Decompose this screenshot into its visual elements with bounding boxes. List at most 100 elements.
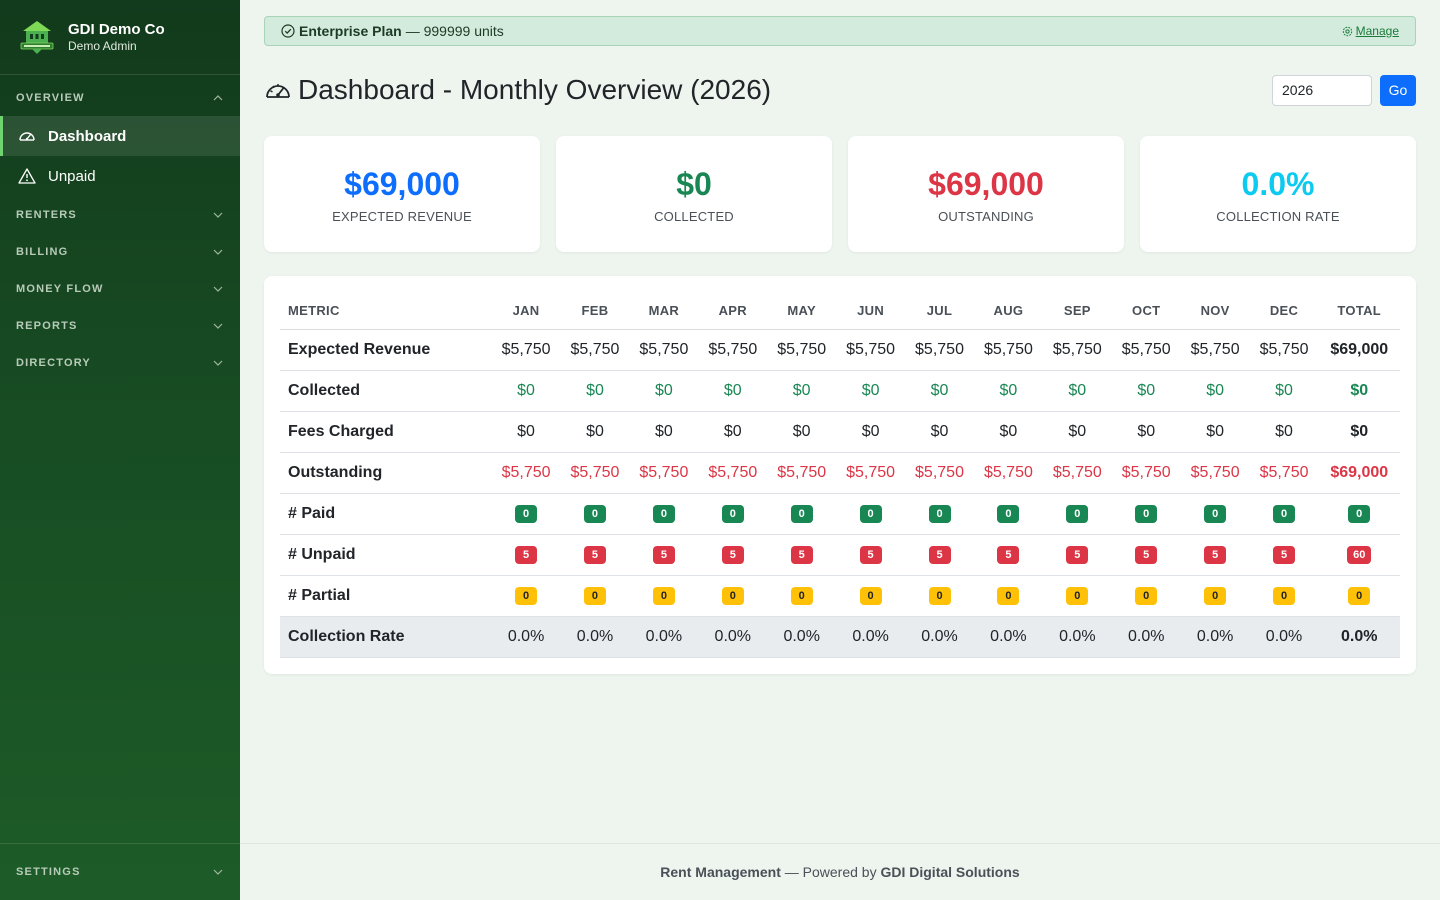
column-header: MAR [629, 292, 699, 330]
table-cell: $0 [973, 411, 1043, 453]
sidebar-section-overview[interactable]: OVERVIEW [0, 79, 240, 116]
count-badge: 0 [652, 587, 675, 605]
table-row: # Unpaid 5 5 5 5 5 5 5 5 5 5 5 5 60 [280, 534, 1400, 576]
table-cell: $0 [1249, 411, 1319, 453]
count-badge: 5 [721, 546, 744, 564]
total-cell: 0.0% [1318, 616, 1400, 658]
section-label: OVERVIEW [16, 91, 85, 104]
row-label: Expected Revenue [280, 329, 492, 371]
section-label: RENTERS [16, 208, 77, 221]
table-cell: $0 [491, 411, 561, 453]
table-cell: 0 [698, 493, 768, 535]
section-label: MONEY FLOW [16, 282, 104, 295]
row-label: # Unpaid [280, 534, 492, 576]
card-outstanding: $69,000 OUTSTANDING [848, 136, 1124, 252]
manage-plan-link[interactable]: Manage [1342, 24, 1399, 38]
count-badge: 0 [997, 587, 1020, 605]
table-cell: $5,750 [560, 329, 630, 371]
table-cell: 0 [629, 575, 699, 617]
table-cell: 5 [1180, 534, 1250, 576]
company-name: GDI Demo Co [68, 20, 165, 38]
count-badge: 0 [1348, 587, 1371, 605]
table-cell: 0 [1249, 493, 1319, 535]
sidebar-item-label: Dashboard [48, 127, 127, 145]
count-badge: 5 [1066, 546, 1089, 564]
column-header: NOV [1180, 292, 1250, 330]
count-badge: 5 [515, 546, 538, 564]
table-cell: $0 [1111, 370, 1181, 412]
plan-name: Enterprise Plan [299, 23, 402, 39]
table-cell: 0 [491, 493, 561, 535]
table-cell: 0 [1111, 575, 1181, 617]
warning-icon [18, 168, 36, 184]
sidebar-section-money-flow[interactable]: MONEY FLOW [0, 270, 240, 307]
table-cell: $0 [836, 411, 906, 453]
row-label: # Partial [280, 575, 492, 617]
main-content: Enterprise Plan — 999999 units Manage Da… [240, 0, 1440, 900]
table-cell: 5 [1111, 534, 1181, 576]
table-cell: 0 [767, 575, 837, 617]
table-cell: 0.0% [973, 616, 1043, 658]
table-cell: 0.0% [1042, 616, 1112, 658]
year-input[interactable] [1272, 74, 1372, 106]
sidebar: GDI Demo Co Demo Admin OVERVIEW Dashboar… [0, 0, 240, 900]
table-cell: $5,750 [1111, 452, 1181, 494]
column-header: TOTAL [1318, 292, 1400, 330]
table-cell: 5 [973, 534, 1043, 576]
column-header: MAY [767, 292, 837, 330]
table-cell: $5,750 [1180, 329, 1250, 371]
card-collection-rate: 0.0% COLLECTION RATE [1140, 136, 1416, 252]
table-cell: $0 [905, 370, 974, 412]
chevron-down-icon [213, 360, 223, 366]
go-button[interactable]: Go [1380, 74, 1416, 106]
sidebar-section-directory[interactable]: DIRECTORY [0, 344, 240, 381]
table-cell: $5,750 [1042, 329, 1112, 371]
table-cell: $0 [836, 370, 906, 412]
sidebar-section-renters[interactable]: RENTERS [0, 196, 240, 233]
table-cell: $0 [973, 370, 1043, 412]
table-row: Expected Revenue $5,750 $5,750 $5,750 $5,750… [280, 329, 1400, 371]
count-badge: 0 [721, 587, 744, 605]
total-cell: $69,000 [1318, 329, 1400, 371]
count-badge: 0 [997, 505, 1020, 523]
count-badge: 0 [1348, 505, 1371, 523]
sidebar-item-dashboard[interactable]: Dashboard [0, 116, 240, 156]
count-badge: 5 [1135, 546, 1158, 564]
table-cell: 0.0% [1111, 616, 1181, 658]
table-cell: 0 [767, 493, 837, 535]
plan-banner: Enterprise Plan — 999999 units Manage [264, 16, 1416, 46]
sidebar-item-unpaid[interactable]: Unpaid [0, 156, 240, 196]
page-title: Dashboard - Monthly Overview (2026) [264, 74, 771, 106]
count-badge: 0 [1273, 505, 1296, 523]
sidebar-section-billing[interactable]: BILLING [0, 233, 240, 270]
manage-label: Manage [1355, 24, 1399, 38]
table-cell: 0 [973, 493, 1043, 535]
speedometer-icon [266, 84, 290, 98]
card-label: COLLECTION RATE [1216, 208, 1340, 224]
table-cell: $5,750 [1180, 452, 1250, 494]
table-cell: $5,750 [560, 452, 630, 494]
table-cell: $0 [698, 370, 768, 412]
count-badge: 0 [721, 505, 744, 523]
sidebar-section-reports[interactable]: REPORTS [0, 307, 240, 344]
sidebar-section-settings[interactable]: SETTINGS [0, 854, 240, 891]
check-circle-icon [281, 24, 295, 38]
count-badge: 0 [1204, 505, 1227, 523]
speedometer-icon [19, 132, 35, 141]
brand[interactable]: GDI Demo Co Demo Admin [0, 0, 240, 75]
table-header-row: METRIC JAN FEB MAR APR MAY JUN JUL AUG SEP OCT NOV D… [280, 292, 1400, 330]
table-cell: $5,750 [491, 329, 561, 371]
count-badge: 5 [583, 546, 606, 564]
count-badge: 0 [859, 587, 882, 605]
count-badge: 5 [928, 546, 951, 564]
table-cell: 0 [1111, 493, 1181, 535]
count-badge: 0 [790, 587, 813, 605]
table-cell: $0 [629, 370, 699, 412]
total-cell: 60 [1318, 534, 1400, 576]
table-cell: $5,750 [767, 452, 837, 494]
column-header: AUG [973, 292, 1043, 330]
plan-units: — 999999 units [405, 23, 504, 39]
table-cell: $0 [1249, 370, 1319, 412]
summary-cards: $69,000 EXPECTED REVENUE $0 COLLECTED $6… [264, 136, 1416, 252]
footer-company: GDI Digital Solutions [880, 864, 1020, 880]
